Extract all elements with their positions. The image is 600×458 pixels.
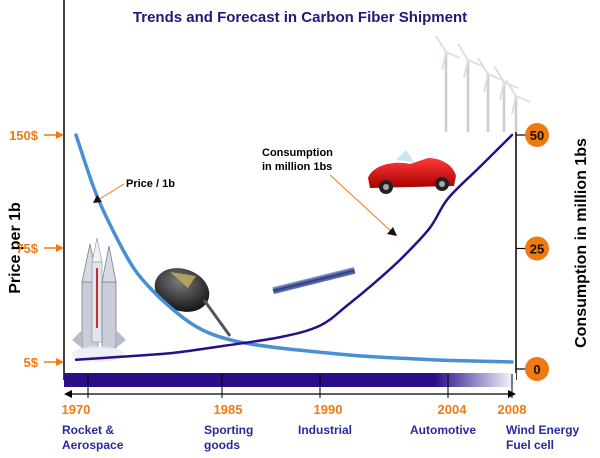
wind-turbines-image (435, 35, 531, 132)
x-tick-label: 1970 (62, 402, 91, 417)
x-tick-label: 2008 (498, 402, 527, 417)
application-label: Aerospace (62, 438, 124, 452)
price-annotation: Price / 1b (126, 178, 175, 190)
application-label: Automotive (410, 423, 476, 437)
y-left-tick-label: 75$ (16, 241, 38, 256)
price-line (74, 133, 514, 364)
industrial-rod-image (272, 266, 356, 295)
y-right-axis-title: Consumption in million 1bs (573, 138, 590, 348)
consumption-annotation-leader (329, 174, 393, 233)
x-tick-label: 1990 (314, 402, 343, 417)
rocket-image (72, 237, 126, 362)
y-right-tick-circle (525, 123, 549, 147)
timeline-bar (64, 373, 516, 387)
y-right-tick-label: 25 (530, 242, 544, 257)
x-tick-label: 1985 (214, 402, 243, 417)
consumption-annotation-line2: in million 1bs (262, 161, 332, 173)
sports-car-image (368, 150, 456, 194)
x-tick-marks (87, 374, 513, 398)
consumption-annotation-arrowhead (387, 227, 397, 236)
timeline-arrow-left (64, 390, 72, 398)
chart-title: Trends and Forecast in Carbon Fiber Ship… (133, 9, 467, 26)
y-right-tick-label: 50 (530, 128, 544, 143)
y-left-tick-label: 5$ (24, 355, 39, 370)
y-left-tick-arrowhead (56, 358, 64, 366)
consumption-line (74, 133, 514, 361)
application-label: Fuel cell (506, 438, 554, 452)
application-label: Sporting (204, 423, 253, 437)
application-label: Wind Energy (506, 423, 580, 437)
application-label: goods (204, 438, 240, 452)
y-left-axis-title: Price per 1b (7, 202, 24, 294)
golf-club-image (154, 268, 232, 337)
x-tick-label: 2004 (438, 402, 468, 417)
y-left-tick-arrowhead (56, 131, 64, 139)
price-annotation-arrowhead (93, 195, 102, 203)
y-right-tick-label: 0 (533, 362, 540, 377)
consumption-annotation-line1: Consumption (262, 147, 333, 159)
y-left-tick-label: 150$ (9, 128, 39, 143)
price-annotation-leader (97, 183, 125, 201)
x-tick-labels: 1970 1985 1990 2004 2008 Rocket &Aerospace Spo… (62, 402, 580, 452)
y-left-tick-arrowhead (56, 244, 64, 252)
y-right-ticks: 50 25 0 (516, 123, 549, 381)
y-right-tick-circle (525, 357, 549, 381)
application-label: Rocket & (62, 423, 114, 437)
y-left-ticks: 150$ 75$ 5$ (9, 128, 64, 370)
y-right-tick-circle (525, 236, 549, 261)
application-label: Industrial (298, 423, 352, 437)
